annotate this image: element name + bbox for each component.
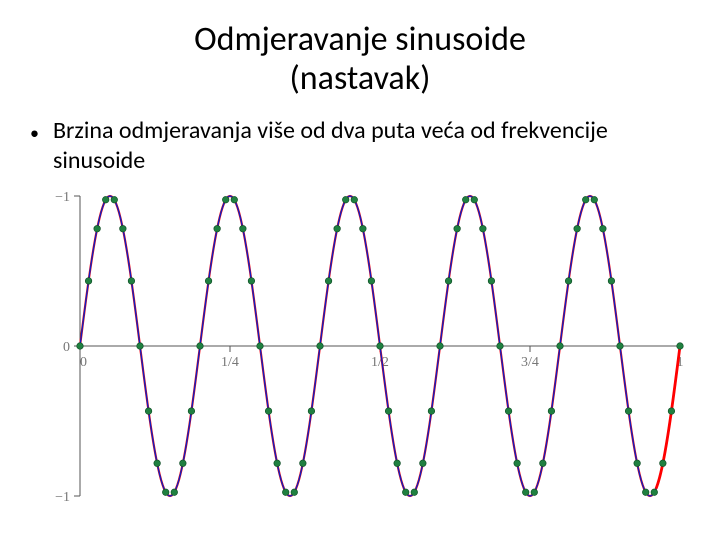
title-line-1: Odmjeravanje sinusoide bbox=[194, 19, 526, 60]
bullet-dot-icon: • bbox=[30, 122, 39, 145]
svg-text:−1: −1 bbox=[55, 190, 70, 205]
svg-text:3/4: 3/4 bbox=[521, 355, 539, 370]
bullet-item: • Brzina odmjeravanja više od dva puta v… bbox=[30, 116, 690, 176]
svg-text:−1: −1 bbox=[55, 490, 70, 505]
slide: Odmjeravanje sinusoide (nastavak) • Brzi… bbox=[0, 0, 720, 540]
svg-text:1/4: 1/4 bbox=[221, 355, 239, 370]
bullet-text: Brzina odmjeravanja više od dva puta već… bbox=[53, 116, 690, 176]
sinusoid-chart: 01/41/23/41−10−1 bbox=[30, 186, 690, 506]
slide-title: Odmjeravanje sinusoide (nastavak) bbox=[30, 20, 690, 98]
svg-text:0: 0 bbox=[80, 355, 87, 370]
title-line-2: (nastavak) bbox=[290, 58, 431, 99]
chart-svg: 01/41/23/41−10−1 bbox=[30, 186, 690, 506]
svg-text:0: 0 bbox=[63, 340, 70, 355]
svg-text:1/2: 1/2 bbox=[371, 355, 389, 370]
